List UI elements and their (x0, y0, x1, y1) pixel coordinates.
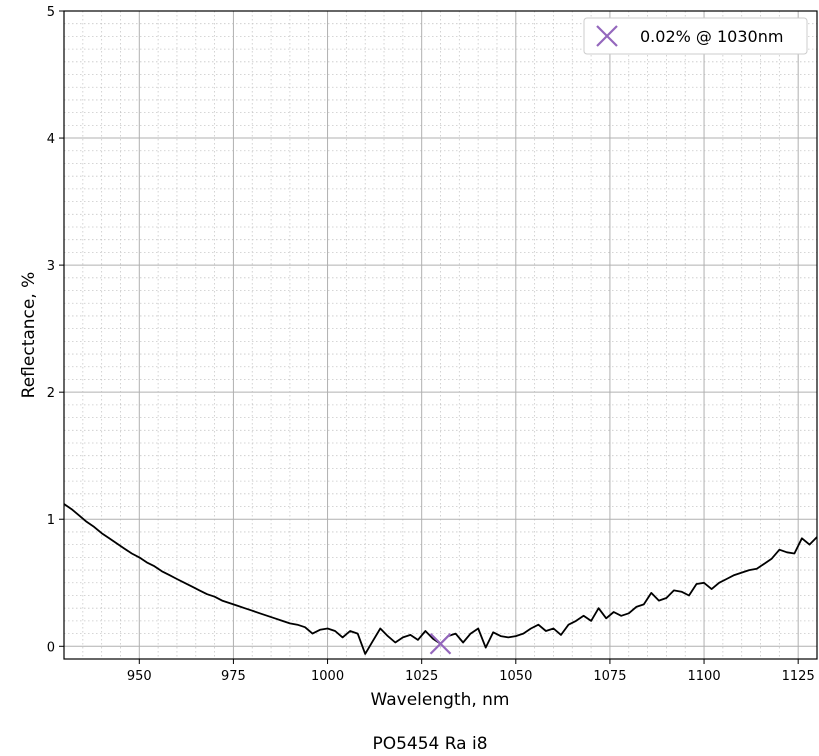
x-tick-label: 1000 (311, 669, 344, 684)
legend-box (583, 17, 808, 55)
y-tick-label: 5 (47, 5, 55, 20)
x-tick-label: 1100 (688, 669, 721, 684)
y-axis-label: Reflectance, % (19, 272, 39, 399)
x-axis-label: Wavelength, nm (371, 690, 510, 710)
x-tick-label: 975 (221, 669, 246, 684)
x-tick-label: 1075 (593, 669, 626, 684)
x-tick-label: 1050 (499, 669, 532, 684)
x-tick-label: 1025 (405, 669, 438, 684)
marker-layer (429, 632, 452, 655)
y-tick-label: 0 (47, 640, 55, 655)
chart-caption: PO5454 Ra i8 (372, 734, 487, 754)
y-tick-label: 4 (47, 132, 55, 147)
legend: 0.02% @ 1030nm (583, 17, 808, 55)
y-tick-label: 2 (47, 386, 55, 401)
minimum-marker-x-icon (429, 632, 452, 655)
plot-frame (63, 10, 818, 660)
y-tick-label: 3 (47, 259, 55, 274)
y-tick-label: 1 (47, 513, 55, 528)
x-tick-label: 950 (127, 669, 152, 684)
minor-grid (63, 11, 818, 659)
legend-marker-x-icon (596, 25, 618, 47)
ticks-layer: 950 975 1000 1025 1050 1075 1100 1125 0 1 2 3 4 5 (47, 5, 815, 684)
legend-entry-label: 0.02% @ 1030nm (640, 27, 783, 46)
x-tick-label: 1125 (782, 669, 815, 684)
